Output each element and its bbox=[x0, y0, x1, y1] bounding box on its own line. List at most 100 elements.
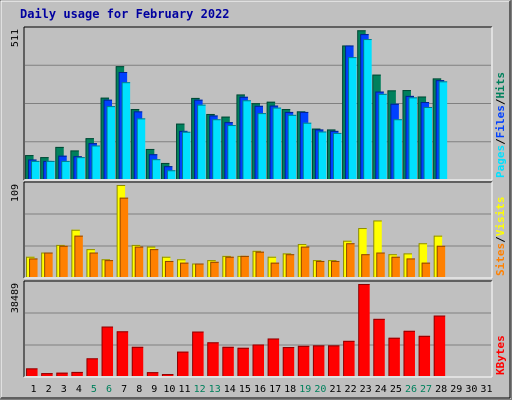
bar-kbytes bbox=[373, 318, 385, 376]
bar-sites bbox=[406, 258, 415, 277]
bar-sites bbox=[44, 252, 53, 277]
bar-kbytes bbox=[343, 340, 355, 376]
bar-sites bbox=[29, 258, 38, 277]
x-tick-label: 5 bbox=[91, 384, 97, 395]
legend-entry: / bbox=[494, 98, 507, 105]
x-tick-label: 26 bbox=[405, 384, 417, 395]
x-tick-label: 21 bbox=[329, 384, 341, 395]
x-tick-label: 23 bbox=[360, 384, 372, 395]
x-axis-labels: 1 2 3 4 5 6 7 8 9 10 11 12 13 14 15 16 17 18 19 20 21 22 23 24 2… bbox=[31, 384, 493, 395]
legend: Sites/Visits bbox=[494, 197, 507, 277]
bar-sites bbox=[135, 246, 144, 277]
legend-entry: / bbox=[494, 138, 507, 145]
bar-sites bbox=[59, 245, 68, 277]
bar-sites bbox=[105, 260, 114, 277]
bar-kbytes bbox=[207, 342, 219, 376]
bar-sites bbox=[286, 254, 295, 277]
x-tick-label: 15 bbox=[239, 384, 251, 395]
bar-sites bbox=[225, 256, 234, 277]
bar-pages bbox=[424, 106, 433, 179]
bar-sites bbox=[271, 262, 280, 277]
x-tick-label: 27 bbox=[420, 384, 432, 395]
bar-kbytes bbox=[298, 345, 310, 376]
bar-kbytes bbox=[313, 345, 325, 376]
bar-kbytes bbox=[102, 326, 114, 376]
legend-entry: Sites bbox=[494, 243, 507, 276]
x-tick-label: 4 bbox=[76, 384, 82, 395]
bar-sites bbox=[422, 262, 431, 277]
bar-kbytes bbox=[237, 347, 249, 376]
x-tick-label: 19 bbox=[299, 384, 311, 395]
x-tick-label: 22 bbox=[345, 384, 357, 395]
x-tick-label: 13 bbox=[209, 384, 221, 395]
bar-pages bbox=[318, 131, 327, 179]
bar-kbytes bbox=[358, 284, 370, 376]
bar-sites bbox=[74, 235, 83, 277]
x-tick-label: 12 bbox=[194, 384, 206, 395]
bar-kbytes bbox=[147, 372, 159, 376]
x-tick-label: 2 bbox=[46, 384, 52, 395]
bar-kbytes bbox=[419, 335, 431, 376]
x-tick-label: 10 bbox=[163, 384, 175, 395]
bar-pages bbox=[122, 82, 131, 179]
x-tick-label: 3 bbox=[61, 384, 67, 395]
bar-sites bbox=[301, 246, 310, 277]
bar-sites bbox=[150, 249, 159, 277]
bar-kbytes bbox=[253, 344, 264, 376]
x-tick-label: 18 bbox=[284, 384, 296, 395]
x-tick-label: 7 bbox=[121, 384, 127, 395]
bar-pages bbox=[303, 122, 312, 179]
bar-kbytes bbox=[268, 338, 280, 376]
bar-pages bbox=[107, 106, 116, 179]
bar-pages bbox=[91, 145, 100, 179]
legend-entry: Visits bbox=[494, 197, 507, 237]
bar-pages bbox=[378, 93, 387, 179]
bar-sites bbox=[391, 256, 400, 277]
x-tick-label: 20 bbox=[314, 384, 326, 395]
bar-kbytes bbox=[71, 371, 83, 376]
chart-title: Daily usage for February 2022 bbox=[20, 7, 230, 21]
x-tick-label: 8 bbox=[136, 384, 142, 395]
bar-sites bbox=[331, 260, 340, 277]
bar-pages bbox=[227, 125, 236, 179]
bar-pages bbox=[197, 104, 206, 179]
bar-kbytes bbox=[41, 373, 53, 376]
legend-entry: KBytes bbox=[494, 335, 507, 375]
bar-kbytes bbox=[222, 346, 234, 376]
panel-hits-files-pages: 511 Pages/Files/Hits bbox=[10, 26, 507, 181]
bar-sites bbox=[195, 263, 204, 277]
bar-pages bbox=[258, 113, 266, 179]
x-tick-label: 30 bbox=[465, 384, 477, 395]
x-tick-label: 24 bbox=[375, 384, 387, 395]
x-tick-label: 17 bbox=[269, 384, 281, 395]
legend: Pages/Files/Hits bbox=[494, 72, 507, 178]
x-tick-label: 9 bbox=[151, 384, 157, 395]
bar-pages bbox=[363, 39, 372, 179]
bar-sites bbox=[346, 243, 355, 277]
legend: KBytes bbox=[494, 335, 507, 375]
panel-visits-sites: 109 Sites/Visits bbox=[10, 181, 507, 279]
legend-entry: Files bbox=[494, 105, 507, 138]
legend-entry: Hits bbox=[494, 72, 507, 99]
y-max-label: 511 bbox=[10, 29, 21, 47]
bar-kbytes bbox=[328, 345, 340, 376]
x-tick-label: 31 bbox=[480, 384, 492, 395]
bar-sites bbox=[376, 252, 385, 277]
bar-kbytes bbox=[177, 351, 189, 376]
bar-kbytes bbox=[388, 337, 400, 376]
bar-sites bbox=[180, 262, 189, 277]
x-tick-label: 14 bbox=[224, 384, 236, 395]
x-tick-label: 28 bbox=[435, 384, 447, 395]
bar-pages bbox=[288, 114, 297, 179]
x-tick-label: 1 bbox=[31, 384, 37, 395]
bar-pages bbox=[152, 159, 161, 179]
y-max-label: 38489 bbox=[10, 283, 21, 313]
legend-entry: / bbox=[494, 236, 507, 243]
x-tick-label: 25 bbox=[390, 384, 402, 395]
x-tick-label: 11 bbox=[178, 384, 190, 395]
bar-kbytes bbox=[192, 331, 204, 376]
bar-sites bbox=[437, 245, 446, 277]
bar-pages bbox=[61, 160, 70, 179]
